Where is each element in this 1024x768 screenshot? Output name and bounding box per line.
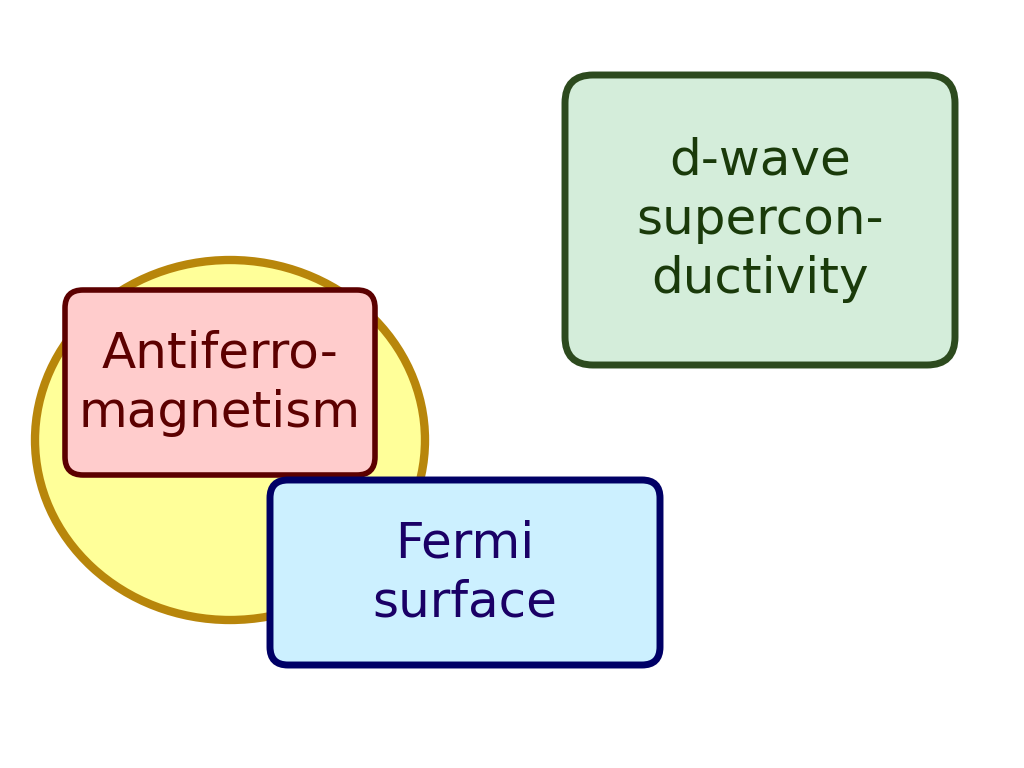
Text: Fermi
surface: Fermi surface bbox=[373, 519, 557, 627]
Text: Antiferro-
magnetism: Antiferro- magnetism bbox=[79, 329, 361, 437]
Ellipse shape bbox=[35, 260, 425, 620]
FancyBboxPatch shape bbox=[270, 480, 660, 665]
Text: d-wave
supercon-
ductivity: d-wave supercon- ductivity bbox=[636, 137, 884, 303]
FancyBboxPatch shape bbox=[565, 75, 955, 365]
FancyBboxPatch shape bbox=[65, 290, 375, 475]
